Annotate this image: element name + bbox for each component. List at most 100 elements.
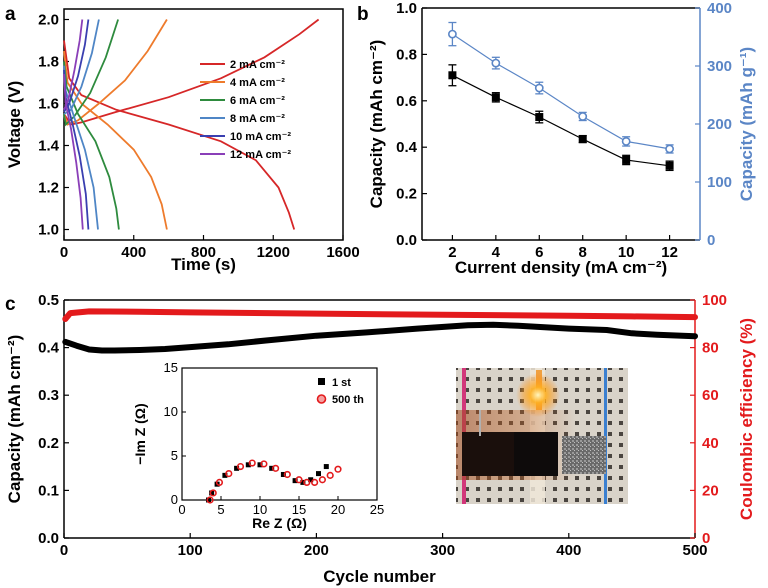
- inset-x-tick-label: 5: [217, 502, 224, 517]
- y-tick-label-left: 0.3: [38, 387, 59, 404]
- y-tick-label-right: 0: [707, 232, 715, 249]
- panel-label-a: a: [5, 4, 16, 25]
- data-point: [629, 331, 635, 336]
- legend-label: 4 mA cm⁻²: [230, 77, 285, 89]
- data-point: [263, 338, 269, 343]
- y-tick-label-left: 0.4: [38, 340, 60, 357]
- series-line-charge: [63, 19, 119, 127]
- series-line-charge: [63, 19, 168, 126]
- inset-x-tick-label: 20: [331, 502, 345, 517]
- y-axis-label-left: Capacity (mAh cm⁻²): [367, 40, 386, 209]
- photo-led-demo: [456, 368, 628, 504]
- legend-label: 2 mA cm⁻²: [230, 59, 285, 71]
- inset-data-point: [272, 464, 280, 472]
- x-tick-label: 500: [682, 542, 707, 559]
- inset-data-point: [225, 470, 233, 478]
- data-point: [516, 323, 521, 328]
- inset-y-axis-label: −Im Z (Ω): [132, 403, 148, 464]
- panel-label-b: b: [357, 4, 369, 25]
- y-tick-label-left: 0.6: [396, 93, 417, 110]
- series-band: [62, 308, 698, 322]
- series-line: [452, 74, 670, 167]
- data-point: [665, 161, 674, 170]
- series-line: [452, 33, 670, 150]
- inset-data-point: [206, 496, 214, 504]
- y-axis-label: Voltage (V): [5, 81, 24, 169]
- inset-y-tick-label: 0: [171, 492, 178, 507]
- chart-c: 0 100 200 300 400 5000.00.10.20.30.40.5020406…: [5, 292, 756, 586]
- x-tick-label: 0: [60, 542, 68, 559]
- series-line-charge: [63, 19, 84, 111]
- x-axis-label: Time (s): [171, 255, 236, 274]
- y-tick-label-left: 1.0: [396, 0, 417, 17]
- y-tick-label-right: 100: [702, 292, 727, 309]
- battery-cell-2: [514, 432, 558, 476]
- y-tick-label: 1.4: [38, 138, 60, 155]
- data-point: [604, 327, 609, 333]
- inset-data-point: [209, 489, 217, 497]
- data-point: [87, 347, 92, 352]
- inset-data-point: [209, 490, 215, 496]
- inset-data-point: [323, 464, 329, 470]
- inset-data-point: [292, 478, 298, 484]
- x-tick-label: 400: [121, 244, 146, 261]
- y-tick-label-left: 0.8: [396, 46, 417, 63]
- inset-x-axis-label: Re Z (Ω): [252, 515, 307, 531]
- inset-data-point: [300, 479, 306, 485]
- inset-legend-marker: [318, 378, 325, 385]
- x-tick-label: 200: [304, 542, 329, 559]
- data-point: [314, 311, 319, 316]
- inset-x-tick-label: 0: [178, 502, 185, 517]
- inset-y-tick-label: 5: [171, 448, 178, 463]
- y-tick-label-right: 400: [707, 0, 732, 17]
- series-line-discharge: [63, 50, 168, 230]
- inset-legend-label: 500 th: [332, 394, 364, 406]
- x-tick-label: 800: [191, 244, 216, 261]
- series-line-discharge: [63, 61, 120, 230]
- inset-y-tick-label: 15: [164, 360, 178, 375]
- data-point: [99, 348, 105, 353]
- x-tick-label: 1600: [326, 244, 359, 261]
- x-tick-label: 300: [430, 542, 455, 559]
- chart-b: 2 4 6 8 10 12 0.0 0.2 0.4 0.6 0.8 1.0 0 100 200 300 400 C…: [367, 0, 756, 277]
- y-tick-label-left: 0.4: [396, 139, 418, 156]
- data-point: [225, 342, 231, 347]
- x-tick-label: 4: [492, 244, 501, 261]
- data-point: [566, 313, 571, 318]
- panel-label-c: c: [5, 294, 16, 315]
- inset-data-point: [311, 478, 319, 487]
- data-point: [491, 58, 501, 68]
- inset-legend-label: 1 st: [332, 377, 351, 389]
- inset-data-point: [248, 459, 256, 467]
- data-point: [465, 323, 471, 328]
- inset-data-point: [295, 476, 303, 484]
- data-point: [692, 314, 698, 320]
- legend-label: 12 mA cm⁻²: [230, 149, 291, 161]
- y-tick-label: 2.0: [38, 12, 59, 29]
- data-point: [578, 135, 587, 144]
- data-point: [665, 144, 674, 154]
- data-point: [448, 29, 457, 39]
- y-tick-label-left: 0.2: [38, 435, 59, 452]
- y-tick-label-right: 80: [702, 340, 719, 357]
- y-tick-label: 1.2: [38, 180, 59, 197]
- data-point: [137, 347, 142, 353]
- inset-data-point: [236, 462, 245, 471]
- data-point: [68, 310, 73, 316]
- series-line-charge: [63, 18, 320, 126]
- inset-data-point: [308, 477, 314, 483]
- y-tick-label-right: 60: [702, 387, 719, 404]
- data-point: [74, 343, 79, 348]
- data-point: [654, 332, 660, 337]
- inset-data-point: [316, 471, 321, 477]
- inset-x-tick-label: 15: [292, 502, 306, 517]
- y-tick-label-left: 0.1: [38, 482, 59, 499]
- data-point: [566, 326, 571, 331]
- inset-data-point: [234, 465, 240, 471]
- x-tick-label: 8: [579, 244, 587, 261]
- inset-data-point: [222, 472, 228, 478]
- inset-data-point: [334, 465, 342, 473]
- legend-label: 8 mA cm⁻²: [230, 113, 285, 125]
- data-point: [162, 346, 168, 352]
- data-point: [440, 312, 445, 317]
